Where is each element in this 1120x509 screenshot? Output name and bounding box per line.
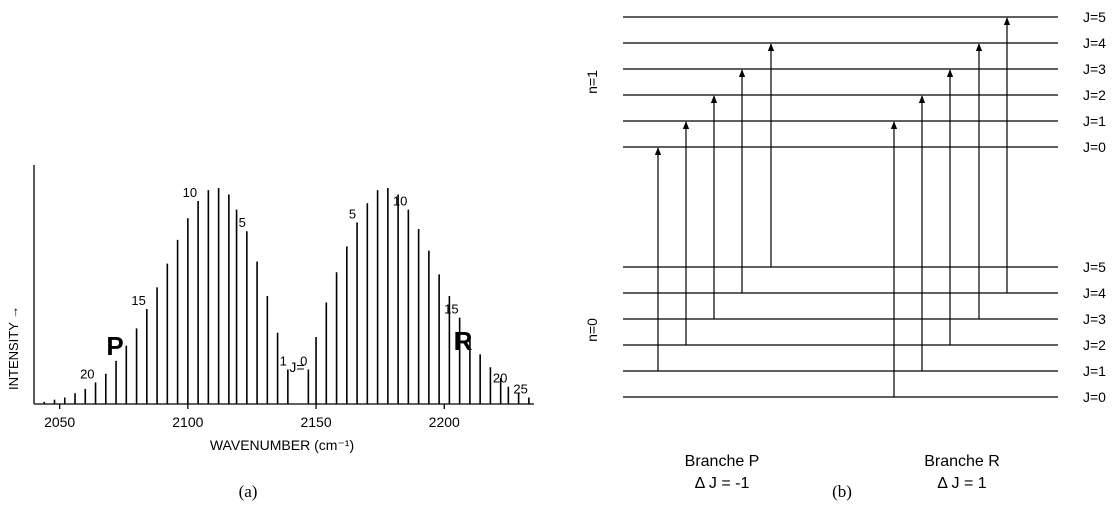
upper-level-label: J=3 (1083, 61, 1106, 77)
spectral-lines (43, 188, 530, 404)
x-ticks: 2050 2100 2150 2200 (44, 404, 460, 430)
x-tick-label: 2050 (44, 414, 75, 430)
line-label: 10 (393, 194, 407, 209)
line-label: 20 (493, 371, 507, 386)
x-tick-label: 2150 (300, 414, 331, 430)
upper-level-label: J=5 (1083, 9, 1106, 25)
caption-b: (b) (832, 482, 852, 501)
lower-level-label: J=2 (1083, 337, 1106, 353)
lower-level-label: J=0 (1083, 389, 1106, 405)
upper-level-label: J=1 (1083, 113, 1106, 129)
lower-level-label: J=5 (1083, 259, 1106, 275)
upper-state-label: n=1 (584, 70, 600, 94)
lower-level-label: J=1 (1083, 363, 1106, 379)
x-axis-label: WAVENUMBER (cm⁻¹) (210, 437, 354, 453)
branch-p-name: Branche P (685, 453, 760, 470)
j-label: J= (289, 359, 304, 375)
lower-state-label: n=0 (584, 318, 600, 342)
branch-p-label: P (106, 331, 123, 361)
branch-r-name: Branche R (924, 453, 1000, 470)
lower-level-label: J=4 (1083, 285, 1106, 301)
energy-levels (623, 16, 1058, 398)
x-tick-label: 2200 (429, 414, 460, 430)
level-labels: J=5 J=4 J=3 J=2 J=1 J=0 J=5 J=4 J=3 J=2 J=1 J=0 (1083, 9, 1106, 405)
upper-level-label: J=2 (1083, 87, 1106, 103)
line-label: 1 (280, 353, 287, 368)
panel-b-energy-levels: J=5 J=4 J=3 J=2 J=1 J=0 J=5 J=4 J=3 J=2 J=1 J=0 n=1… (584, 9, 1106, 501)
transition-arrows (654, 17, 1011, 397)
branch-p-rule: Δ J = -1 (695, 475, 750, 492)
caption-a: (a) (239, 482, 258, 501)
line-label: 10 (183, 185, 197, 200)
lower-level-label: J=3 (1083, 311, 1106, 327)
branch-r-rule: Δ J = 1 (937, 475, 986, 492)
line-label: 0 (300, 353, 307, 368)
line-label: 25 (513, 382, 527, 397)
upper-level-label: J=0 (1083, 139, 1106, 155)
line-label: 5 (239, 215, 246, 230)
line-label: 15 (131, 293, 145, 308)
line-label: 15 (444, 302, 458, 317)
line-label: 20 (80, 366, 94, 381)
y-axis-label: INTENSITY → (6, 306, 21, 390)
line-label: 5 (349, 207, 356, 222)
branch-r-label: R (454, 326, 473, 356)
x-tick-label: 2100 (172, 414, 203, 430)
upper-level-label: J=4 (1083, 35, 1106, 51)
